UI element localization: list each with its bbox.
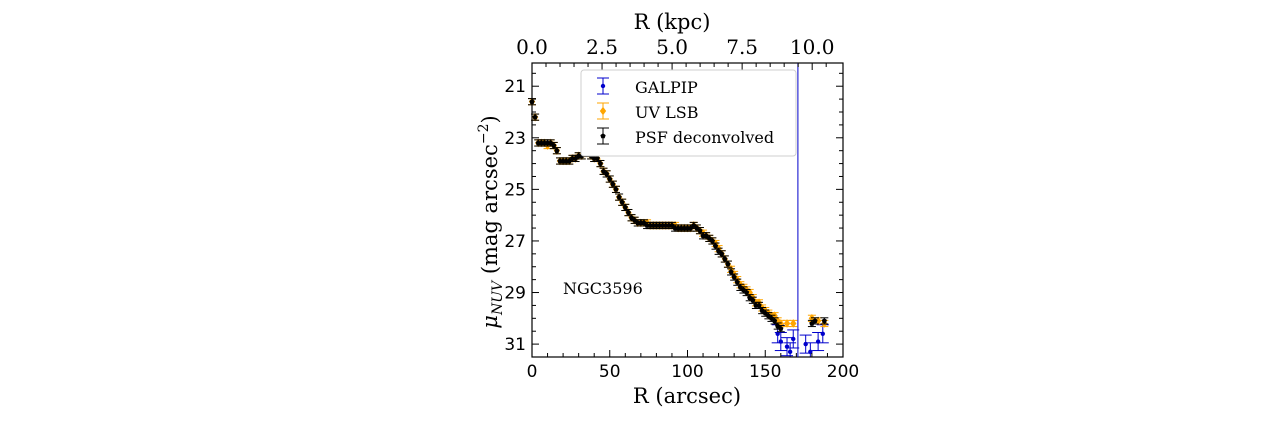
point-psf-deconvolved-27 (611, 185, 620, 193)
legend: GALPIP UV LSB PSF deconvolved (580, 69, 797, 157)
point-psf-deconvolved-31 (624, 208, 633, 217)
point-psf-deconvolved-22 (596, 159, 605, 168)
top-tick-label: 7.5 (726, 35, 758, 59)
legend-box (580, 69, 797, 157)
y-axis-label-subscript: NUV (490, 279, 506, 316)
y-tick-label: 23 (504, 129, 526, 149)
y-axis-label-exponent: −2 (476, 124, 492, 145)
legend-marker-galpip (597, 77, 609, 95)
legend-label-uv-lsb: UV LSB (635, 103, 698, 122)
point-psf-deconvolved-30 (621, 203, 630, 212)
point-galpip-4 (787, 329, 800, 349)
point-galpip-1 (774, 332, 787, 352)
x-tick-label: 0 (527, 362, 538, 382)
point-psf-deconvolved-62 (720, 255, 729, 263)
y-tick-label: 25 (504, 180, 526, 200)
top-tick-label: 0.0 (516, 35, 548, 59)
legend-marker-uv-lsb (597, 102, 609, 120)
point-psf-deconvolved-83 (820, 317, 829, 325)
legend-label-galpip: GALPIP (635, 78, 698, 97)
point-psf-deconvolved-80 (776, 325, 785, 333)
x-tick-label: 150 (749, 362, 781, 382)
top-tick-label: 2.5 (586, 35, 618, 59)
annotation-galaxy-name: NGC3596 (563, 279, 643, 298)
point-psf-deconvolved-82 (811, 317, 820, 325)
top-axis-label: R (kpc) (634, 10, 711, 34)
x-axis-label: R (arcsec) (633, 384, 741, 408)
point-psf-deconvolved-61 (717, 250, 726, 258)
point-psf-deconvolved-8 (552, 147, 561, 155)
top-tick-label: 10.0 (790, 35, 835, 59)
x-tick-label: 100 (671, 362, 703, 382)
legend-marker-psf-deconvolved (597, 127, 609, 145)
y-axis-label-close: ) (478, 115, 502, 123)
y-tick-label: 27 (504, 232, 526, 252)
point-uv-lsb-82 (789, 319, 798, 328)
legend-label-psf-deconvolved: PSF deconvolved (635, 128, 774, 147)
y-axis-label-mu: μ (478, 315, 502, 329)
tick-labels-layer: 0 50 100 150 200 21 23 25 27 29 31 0.0 2.5 5.0 7.5 10.0 (504, 35, 859, 382)
point-psf-deconvolved-63 (723, 260, 732, 268)
axis-ticks-layer (531, 63, 844, 358)
x-tick-label: 50 (599, 362, 621, 382)
x-tick-label: 200 (827, 362, 859, 382)
y-tick-label: 21 (504, 77, 526, 97)
y-tick-label: 31 (504, 335, 526, 355)
y-axis-label: μNUV (mag arcsec−2) (476, 115, 506, 328)
top-tick-label: 5.0 (656, 35, 688, 59)
y-axis-label-units: (mag arcsec (478, 144, 502, 281)
y-tick-label: 29 (504, 284, 526, 304)
point-psf-deconvolved-71 (748, 296, 757, 304)
